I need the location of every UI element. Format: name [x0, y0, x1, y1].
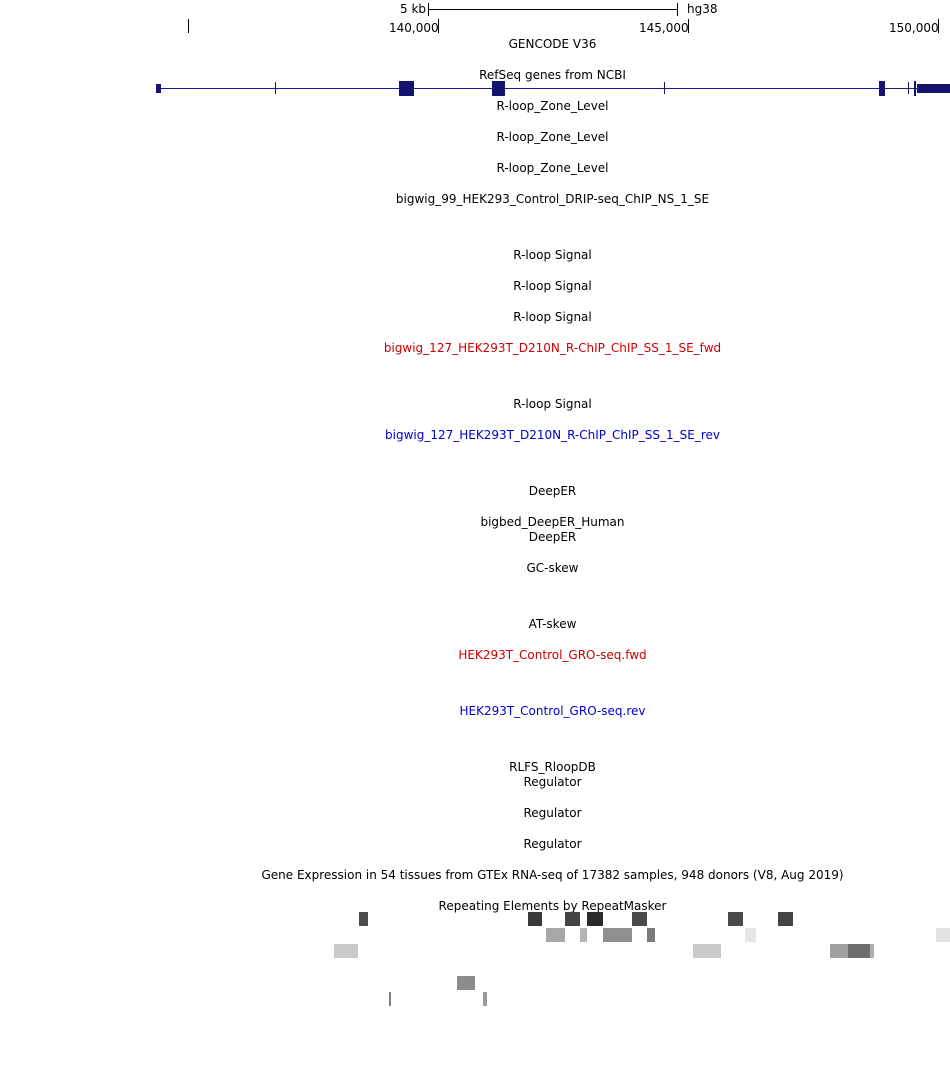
track-label-regulator-3[interactable]: Regulator — [523, 837, 582, 851]
repeat-element[interactable] — [870, 944, 874, 958]
track-label-gro-seq-fwd[interactable]: HEK293T_Control_GRO-seq.fwd — [458, 648, 647, 662]
repeat-element[interactable] — [936, 928, 950, 942]
track-label-rchip-fwd[interactable]: bigwig_127_HEK293T_D210N_R-ChIP_ChIP_SS_… — [383, 341, 722, 355]
track-label-deeper-2[interactable]: DeepER — [528, 530, 577, 544]
repeat-element[interactable] — [580, 928, 587, 942]
repeat-element[interactable] — [457, 976, 475, 990]
ruler-position-label: 150,000 — [889, 21, 939, 35]
track-label-repeatmasker[interactable]: Repeating Elements by RepeatMasker — [438, 899, 667, 913]
track-label-refseq[interactable]: RefSeq genes from NCBI — [479, 68, 626, 82]
repeat-element[interactable] — [483, 992, 487, 1006]
repeat-element[interactable] — [848, 944, 870, 958]
repeat-element[interactable] — [528, 912, 542, 926]
track-label-rloop-signal-2[interactable]: R-loop Signal — [513, 279, 592, 293]
scale-bar-right-end — [677, 3, 678, 16]
track-label-deeper-bigbed[interactable]: bigbed_DeepER_Human — [480, 515, 625, 529]
repeat-element[interactable] — [830, 944, 848, 958]
repeat-element[interactable] — [603, 928, 632, 942]
repeat-element[interactable] — [745, 928, 756, 942]
ruler-tick — [438, 19, 439, 33]
gene-exon — [908, 82, 909, 94]
scale-bar — [428, 9, 678, 10]
gene-exon — [879, 81, 885, 96]
repeat-element[interactable] — [728, 912, 743, 926]
ruler-tick — [188, 19, 189, 33]
gene-exon — [156, 84, 161, 93]
ruler-position-label: 140,000 — [389, 21, 439, 35]
scale-bar-left-end — [428, 3, 429, 16]
gene-exon — [492, 81, 505, 96]
track-label-regulator-2[interactable]: Regulator — [523, 806, 582, 820]
track-label-rloop-zone-1[interactable]: R-loop_Zone_Level — [496, 99, 609, 113]
track-label-rloop-signal-3[interactable]: R-loop Signal — [513, 310, 592, 324]
gene-exon — [917, 84, 950, 93]
track-label-regulator-1[interactable]: Regulator — [523, 775, 582, 789]
repeat-element[interactable] — [565, 912, 580, 926]
gene-intron-line — [157, 88, 950, 89]
track-label-gtex-expression[interactable]: Gene Expression in 54 tissues from GTEx … — [261, 868, 844, 882]
gene-exon — [399, 81, 414, 96]
gene-exon — [664, 82, 665, 94]
ruler-tick — [688, 19, 689, 33]
track-label-rlfs-rloopdb[interactable]: RLFS_RloopDB — [509, 760, 596, 774]
gene-exon — [914, 81, 916, 96]
repeat-element[interactable] — [546, 928, 565, 942]
track-label-gro-seq-rev[interactable]: HEK293T_Control_GRO-seq.rev — [459, 704, 646, 718]
repeat-element[interactable] — [359, 912, 368, 926]
repeat-element[interactable] — [587, 912, 603, 926]
ruler-position-label: 145,000 — [639, 21, 689, 35]
track-label-rloop-zone-2[interactable]: R-loop_Zone_Level — [496, 130, 609, 144]
track-label-rloop-zone-3[interactable]: R-loop_Zone_Level — [496, 161, 609, 175]
repeat-element[interactable] — [389, 992, 391, 1006]
track-label-rchip-rev[interactable]: bigwig_127_HEK293T_D210N_R-ChIP_ChIP_SS_… — [385, 428, 720, 442]
repeat-element[interactable] — [647, 928, 655, 942]
repeat-element[interactable] — [632, 912, 647, 926]
track-label-at-skew[interactable]: AT-skew — [528, 617, 577, 631]
scale-label: 5 kb — [400, 2, 427, 16]
ruler-tick — [938, 19, 939, 33]
track-label-drip-seq[interactable]: bigwig_99_HEK293_Control_DRIP-seq_ChIP_N… — [395, 192, 710, 206]
track-label-gencode[interactable]: GENCODE V36 — [508, 37, 597, 51]
repeat-element[interactable] — [693, 944, 721, 958]
track-label-rloop-signal-1[interactable]: R-loop Signal — [513, 248, 592, 262]
track-label-rloop-signal-4[interactable]: R-loop Signal — [513, 397, 592, 411]
assembly-label: hg38 — [687, 2, 718, 16]
gene-exon — [275, 82, 276, 94]
track-label-deeper-1[interactable]: DeepER — [528, 484, 577, 498]
track-label-gc-skew[interactable]: GC-skew — [526, 561, 579, 575]
repeat-element[interactable] — [334, 944, 358, 958]
repeat-element[interactable] — [778, 912, 793, 926]
